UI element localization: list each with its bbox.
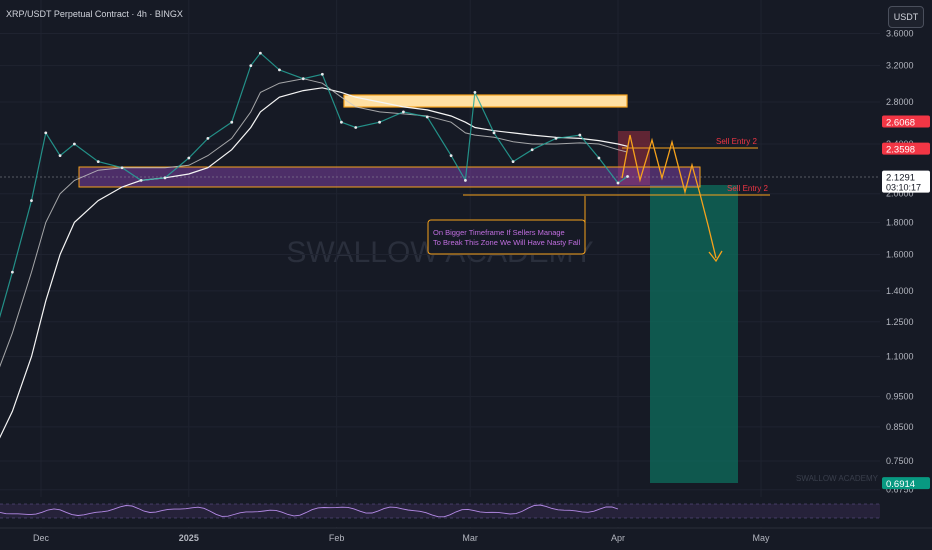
price-badge-value: 2.3598 — [886, 145, 915, 156]
take-profit-zone — [650, 185, 738, 483]
series-group — [0, 51, 629, 439]
y-tick-label: 0.8500 — [886, 422, 914, 432]
price-point — [597, 156, 601, 160]
y-tick-label: 3.6000 — [886, 29, 914, 39]
y-tick-label: 1.6000 — [886, 250, 914, 260]
price-series-line — [0, 52, 628, 319]
price-point — [354, 126, 358, 129]
price-point — [449, 154, 453, 158]
price-badge — [882, 115, 930, 128]
x-tick-label: Dec — [33, 533, 50, 543]
price-point — [425, 115, 429, 119]
price-point — [10, 270, 14, 274]
chart-title: XRP/USDT Perpetual Contract · 4h · BINGX — [6, 9, 183, 19]
countdown-timer: 03:10:17 — [886, 183, 921, 193]
price-point — [249, 64, 253, 68]
y-tick-label: 0.9500 — [886, 392, 914, 402]
y-tick-label: 3.2000 — [886, 61, 914, 71]
sell-entry-label-lower: Sell Entry 2 — [727, 184, 768, 193]
price-point — [139, 179, 143, 182]
annotation-line-1: On Bigger Timeframe If Sellers Manage — [433, 228, 565, 237]
y-tick-label: 2.8000 — [886, 97, 914, 107]
resistance-zone — [343, 94, 628, 108]
price-point — [626, 175, 629, 178]
currency-button[interactable]: USDT — [888, 6, 924, 28]
rsi-line — [0, 504, 619, 518]
footer-watermark: SWALLOW ACADEMY — [796, 474, 879, 483]
x-tick-label: Apr — [611, 533, 625, 543]
price-point — [616, 181, 620, 185]
price-point — [530, 148, 534, 152]
rsi-band — [0, 504, 880, 518]
y-tick-label: 1.8000 — [886, 217, 914, 227]
ma-slow-line — [0, 87, 628, 439]
price-point — [340, 120, 343, 124]
price-point — [554, 136, 558, 140]
price-point — [230, 120, 234, 124]
price-point — [301, 77, 305, 81]
ma-fast-line — [0, 78, 628, 368]
price-point — [187, 156, 191, 160]
price-point — [378, 120, 381, 124]
y-tick-label: 1.2500 — [886, 317, 914, 327]
annotation-box — [427, 219, 586, 255]
price-point — [473, 91, 477, 94]
y-tick-label: 1.4000 — [886, 286, 914, 296]
price-point — [278, 68, 281, 72]
x-tick-label: Feb — [329, 533, 345, 543]
x-tick-label: 2025 — [179, 533, 199, 543]
price-axis[interactable]: 3.60003.20002.80002.40002.00001.80001.60… — [886, 29, 914, 495]
price-badge-value: 2.6068 — [886, 117, 915, 128]
price-point — [72, 142, 76, 146]
price-point — [402, 110, 405, 114]
price-point — [258, 51, 262, 55]
price-badge-value: 0.6914 — [886, 479, 915, 490]
price-point — [578, 133, 582, 137]
y-tick-label: 0.6750 — [886, 485, 914, 495]
price-point — [30, 199, 33, 202]
price-point — [163, 176, 167, 180]
sell-entry-label-upper: Sell Entry 2 — [716, 137, 757, 146]
arrowhead-icon — [708, 250, 723, 263]
price-badge — [882, 142, 930, 155]
y-tick-label: 2.0000 — [886, 189, 914, 199]
price-point — [320, 72, 324, 76]
price-point — [120, 166, 124, 170]
y-tick-label: 1.1000 — [886, 352, 914, 362]
price-point — [464, 179, 467, 182]
price-point — [58, 154, 62, 158]
price-point — [96, 160, 100, 163]
x-tick-label: Mar — [462, 533, 478, 543]
price-point — [511, 160, 515, 163]
y-tick-label: 0.7500 — [886, 456, 914, 466]
price-point — [44, 131, 48, 135]
x-tick-label: May — [753, 533, 771, 543]
price-point — [206, 136, 210, 140]
annotation-line-2: To Break This Zone We Will Have Nasty Fa… — [433, 238, 581, 247]
price-badge — [882, 477, 930, 490]
price-badge-value: 2.1291 — [886, 173, 915, 184]
price-point — [492, 131, 496, 135]
price-badge — [882, 170, 930, 193]
time-axis[interactable]: Dec 2025 Feb Mar Apr May — [33, 533, 770, 543]
projection-arrow — [621, 134, 717, 259]
